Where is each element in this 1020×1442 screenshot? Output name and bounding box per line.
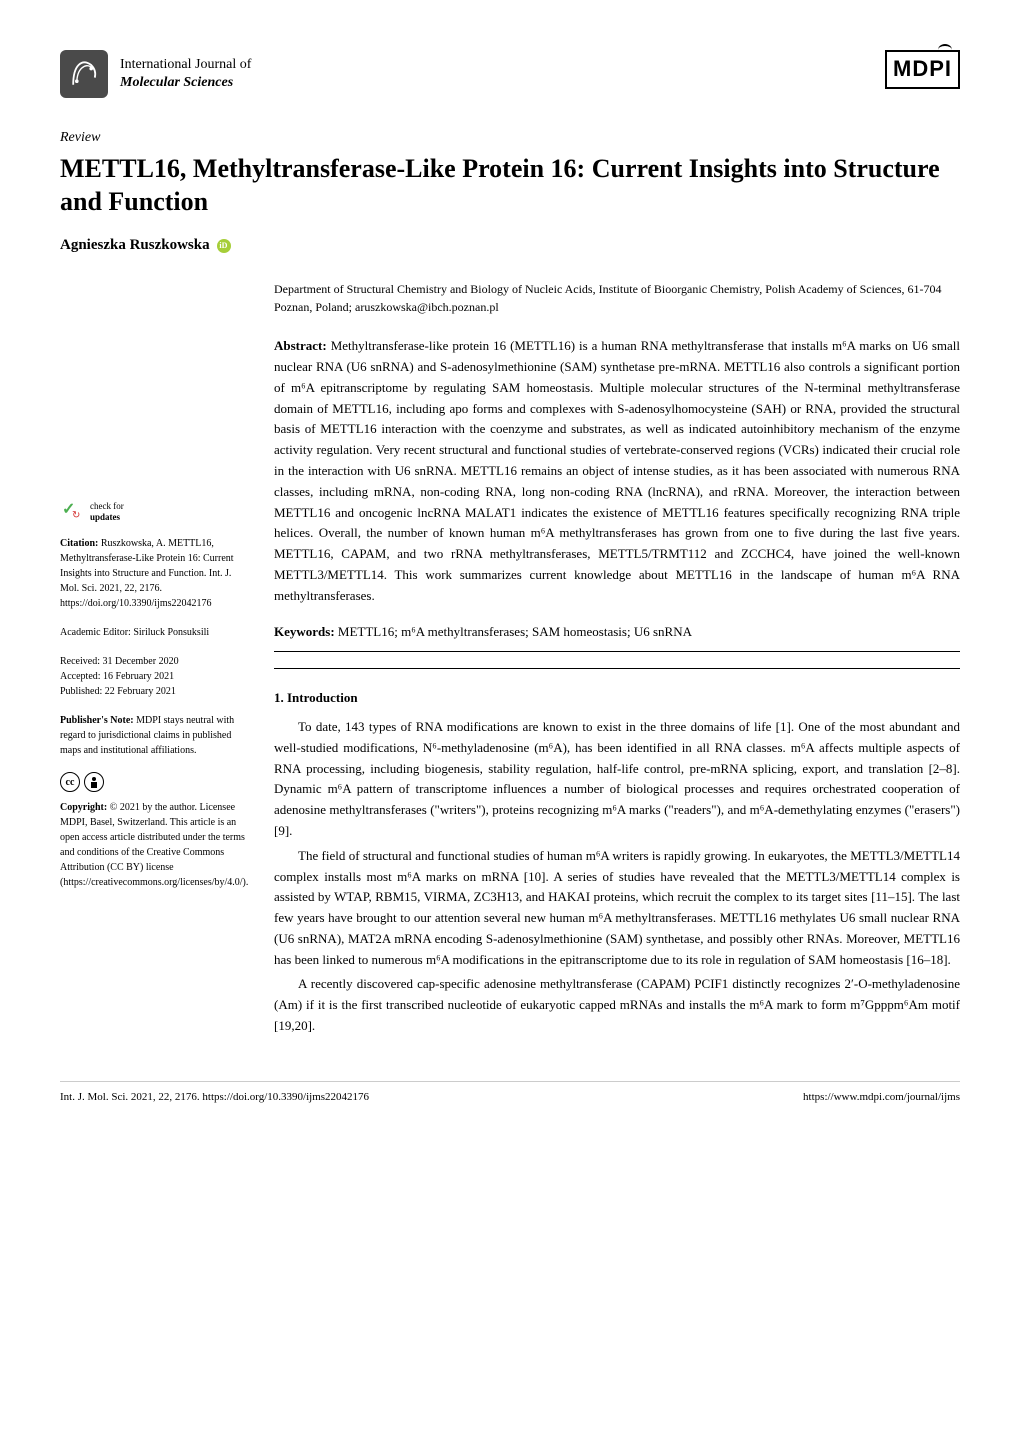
journal-prefix: International Journal of bbox=[120, 56, 251, 74]
editor-name: Siriluck Ponsuksili bbox=[133, 627, 209, 638]
publisher-logo: MDPI bbox=[885, 50, 960, 89]
copyright-text: © 2021 by the author. Licensee MDPI, Bas… bbox=[60, 802, 248, 888]
author-text: Agnieszka Ruszkowska bbox=[60, 237, 210, 253]
article-title: METTL16, Methyltransferase-Like Protein … bbox=[60, 152, 960, 220]
keywords: Keywords: METTL16; m⁶A methyltransferase… bbox=[274, 623, 960, 652]
author-name: Agnieszka Ruszkowska bbox=[60, 235, 960, 256]
published-date: 22 February 2021 bbox=[105, 686, 176, 697]
by-icon bbox=[84, 772, 104, 792]
page-footer: Int. J. Mol. Sci. 2021, 22, 2176. https:… bbox=[60, 1081, 960, 1105]
received-date: 31 December 2020 bbox=[102, 656, 178, 667]
copyright-label: Copyright: bbox=[60, 802, 107, 813]
citation-label: Citation: bbox=[60, 538, 98, 549]
abstract: Abstract: Methyltransferase-like protein… bbox=[274, 336, 960, 606]
body-paragraph-2: The field of structural and functional s… bbox=[274, 846, 960, 971]
journal-info: International Journal of Molecular Scien… bbox=[60, 50, 251, 98]
body-paragraph-3: A recently discovered cap-specific adeno… bbox=[274, 974, 960, 1036]
published-label: Published: bbox=[60, 686, 102, 697]
abstract-label: Abstract: bbox=[274, 338, 327, 353]
check-updates-text: check for updates bbox=[90, 501, 124, 523]
journal-title-block: International Journal of Molecular Scien… bbox=[120, 56, 251, 92]
received-label: Received: bbox=[60, 656, 100, 667]
citation-block: Citation: Ruszkowska, A. METTL16, Methyl… bbox=[60, 536, 250, 611]
footer-right: https://www.mdpi.com/journal/ijms bbox=[803, 1090, 960, 1105]
editor-block: Academic Editor: Siriluck Ponsuksili bbox=[60, 625, 250, 640]
editor-label: Academic Editor: bbox=[60, 627, 131, 638]
cc-icon: cc bbox=[60, 772, 80, 792]
note-label: Publisher's Note: bbox=[60, 715, 134, 726]
dates-block: Received: 31 December 2020 Accepted: 16 … bbox=[60, 654, 250, 699]
main-content: check for updates Citation: Ruszkowska, … bbox=[60, 280, 960, 1041]
journal-logo-icon bbox=[60, 50, 108, 98]
affiliation: Department of Structural Chemistry and B… bbox=[274, 280, 960, 316]
accepted-date: 16 February 2021 bbox=[103, 671, 174, 682]
sidebar: check for updates Citation: Ruszkowska, … bbox=[60, 280, 250, 1041]
orcid-icon[interactable] bbox=[217, 239, 231, 253]
content-column: Department of Structural Chemistry and B… bbox=[274, 280, 960, 1041]
footer-left: Int. J. Mol. Sci. 2021, 22, 2176. https:… bbox=[60, 1090, 369, 1105]
section-heading-intro: 1. Introduction bbox=[274, 689, 960, 707]
article-type: Review bbox=[60, 128, 960, 148]
publisher-note-block: Publisher's Note: MDPI stays neutral wit… bbox=[60, 713, 250, 758]
cc-license-icons: cc bbox=[60, 772, 250, 792]
page-header: International Journal of Molecular Scien… bbox=[60, 50, 960, 98]
copyright-block: Copyright: © 2021 by the author. License… bbox=[60, 800, 250, 890]
accepted-label: Accepted: bbox=[60, 671, 101, 682]
keywords-text: METTL16; m⁶A methyltransferases; SAM hom… bbox=[338, 624, 692, 639]
check-updates-badge[interactable]: check for updates bbox=[60, 500, 250, 524]
keywords-label: Keywords: bbox=[274, 624, 335, 639]
journal-name: Molecular Sciences bbox=[120, 74, 251, 92]
body-paragraph-1: To date, 143 types of RNA modifications … bbox=[274, 717, 960, 842]
check-updates-icon bbox=[60, 500, 84, 524]
abstract-text: Methyltransferase-like protein 16 (METTL… bbox=[274, 338, 960, 603]
divider bbox=[274, 668, 960, 669]
